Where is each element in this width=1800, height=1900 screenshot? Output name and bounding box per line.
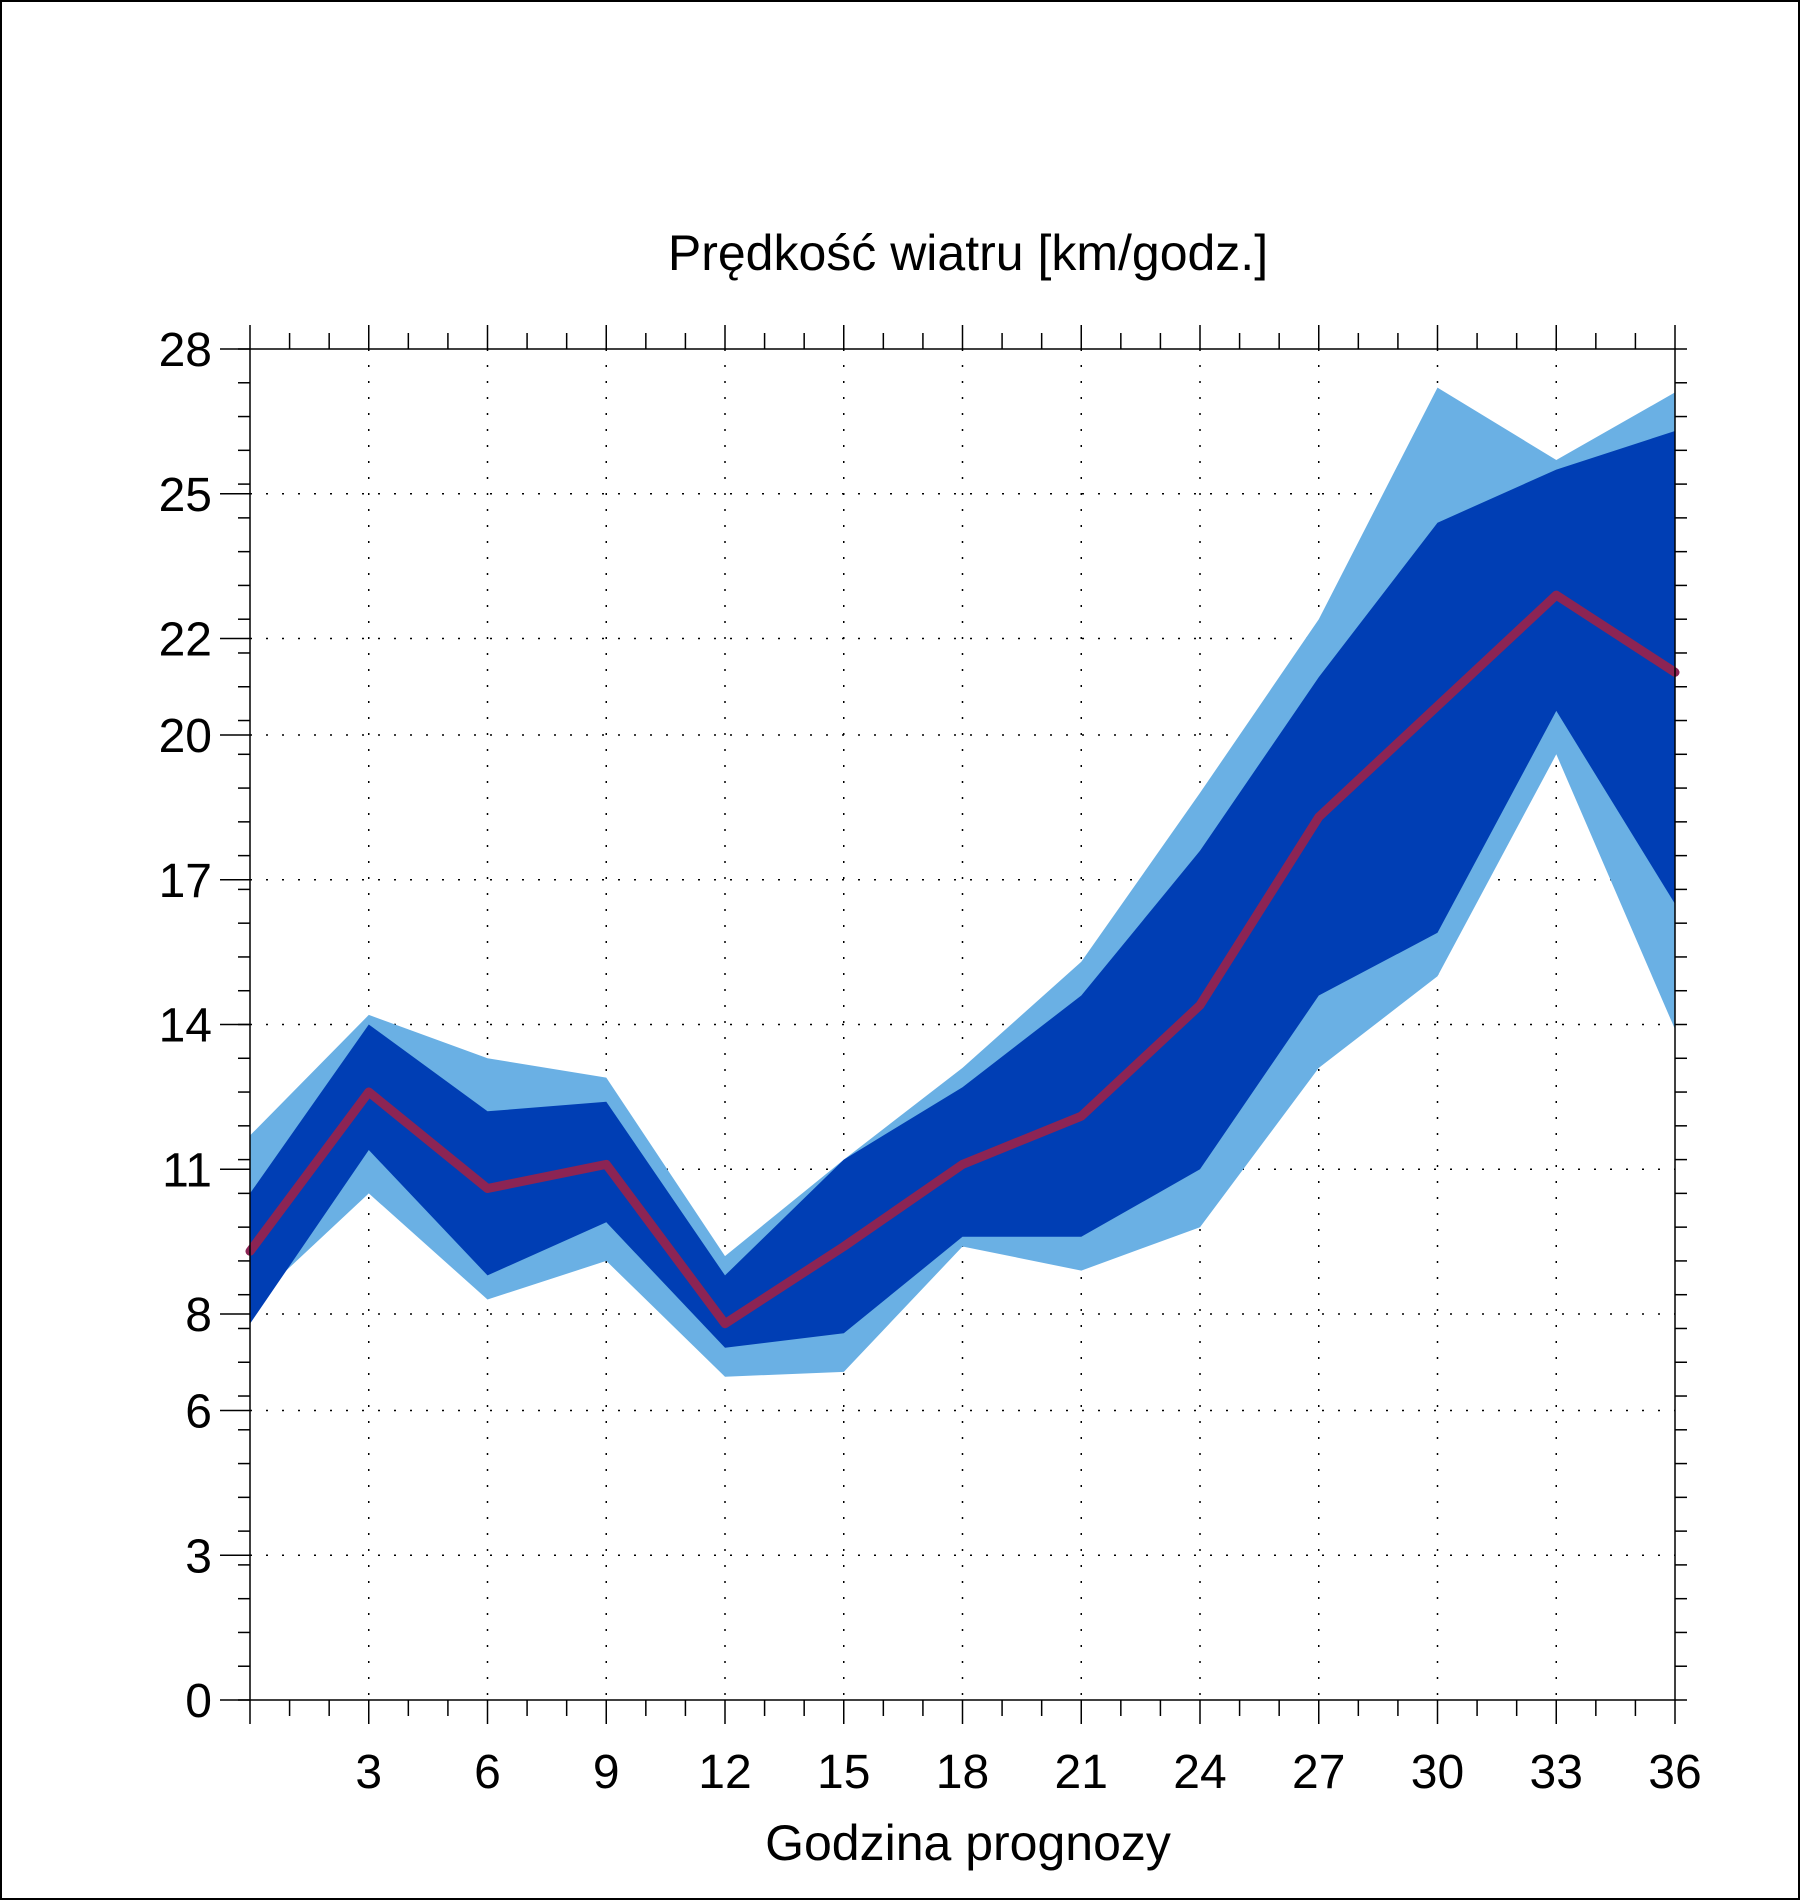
median-layer bbox=[245, 590, 1680, 1329]
median-point bbox=[1079, 1114, 1084, 1119]
y-tick-label: 8 bbox=[185, 1289, 212, 1342]
median-point bbox=[1554, 593, 1559, 598]
x-axis-label: Godzina prognozy bbox=[765, 1815, 1171, 1871]
chart-title: Prędkość wiatru [km/godz.] bbox=[668, 225, 1268, 281]
x-tick-label: 33 bbox=[1530, 1746, 1583, 1799]
y-tick-label: 22 bbox=[159, 614, 212, 667]
y-tick-label: 0 bbox=[185, 1675, 212, 1728]
median-point bbox=[841, 1244, 846, 1249]
x-tick-label: 9 bbox=[593, 1746, 620, 1799]
y-tick-label: 28 bbox=[159, 324, 212, 377]
x-tick-label: 15 bbox=[817, 1746, 870, 1799]
x-tick-label: 21 bbox=[1055, 1746, 1108, 1799]
y-tick-label: 3 bbox=[185, 1530, 212, 1583]
median-point bbox=[1316, 815, 1321, 820]
y-tick-label: 25 bbox=[159, 469, 212, 522]
x-tick-label: 30 bbox=[1411, 1746, 1464, 1799]
median-point bbox=[723, 1321, 727, 1326]
bands bbox=[250, 387, 1675, 1377]
x-tick-label: 3 bbox=[355, 1746, 382, 1799]
x-tick-label: 18 bbox=[936, 1746, 989, 1799]
median-point bbox=[485, 1186, 490, 1191]
x-tick-label: 27 bbox=[1292, 1746, 1345, 1799]
x-tick-label: 12 bbox=[698, 1746, 751, 1799]
x-tick-label: 24 bbox=[1173, 1746, 1226, 1799]
y-tick-label: 14 bbox=[159, 1000, 212, 1053]
x-tick-label: 36 bbox=[1648, 1746, 1701, 1799]
median-point bbox=[1435, 704, 1440, 709]
inner-band bbox=[250, 431, 1675, 1348]
median-point bbox=[366, 1090, 371, 1095]
median-point bbox=[1198, 1003, 1202, 1008]
median-point bbox=[604, 1162, 609, 1167]
y-tick-label: 11 bbox=[162, 1144, 212, 1197]
y-tick-label: 20 bbox=[159, 710, 212, 763]
ticks bbox=[220, 325, 1687, 1724]
x-tick-label: 6 bbox=[474, 1746, 501, 1799]
y-tick-label: 17 bbox=[159, 855, 212, 908]
median-point bbox=[960, 1162, 965, 1167]
y-tick-label: 6 bbox=[185, 1386, 212, 1439]
